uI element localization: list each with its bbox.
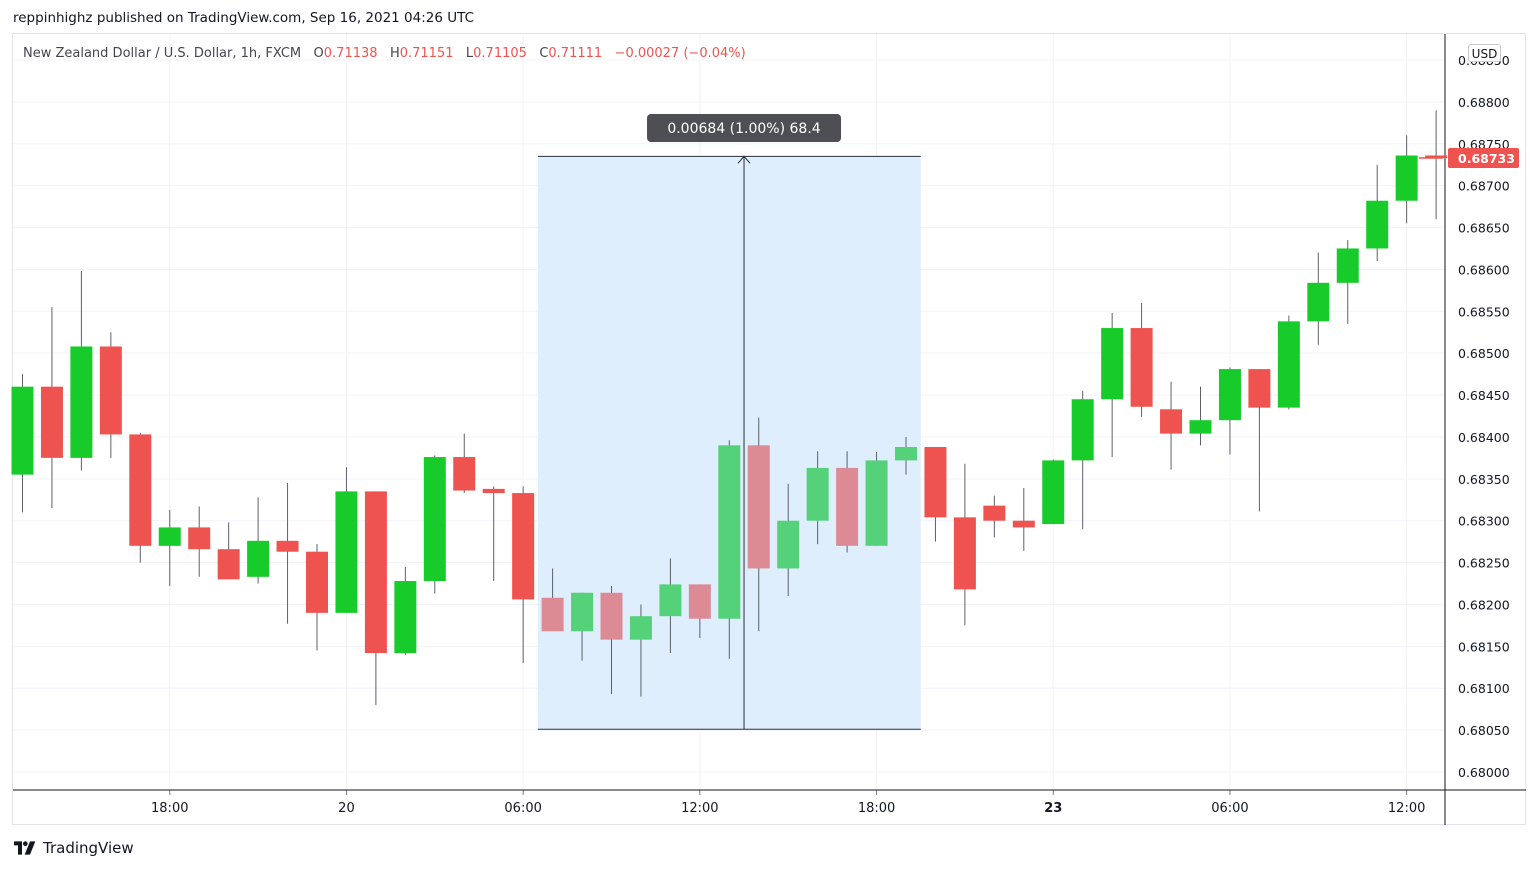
candle-body: [600, 592, 623, 640]
candle-body: [1101, 328, 1124, 400]
candle-body: [276, 540, 299, 552]
candle-body: [364, 491, 387, 654]
price-tick-label: 0.68600: [1458, 262, 1510, 277]
low-label: L: [465, 46, 474, 61]
price-tick-label: 0.68800: [1458, 95, 1510, 110]
candle-body: [70, 346, 93, 458]
candle-body: [423, 457, 446, 582]
candle-body: [1336, 248, 1359, 283]
candle-body: [158, 527, 181, 546]
low-value: 0.71105: [473, 46, 527, 61]
symbol-info: New Zealand Dollar / U.S. Dollar, 1h, FX…: [23, 46, 746, 61]
candle-body: [1277, 321, 1300, 408]
time-tick-label: 12:00: [681, 801, 718, 816]
price-tick-label: 0.68550: [1458, 304, 1510, 319]
price-tick-label: 0.68650: [1458, 221, 1510, 236]
candle-body: [777, 520, 800, 569]
candle-body: [1218, 369, 1241, 421]
time-tick-label: 06:00: [504, 801, 541, 816]
measure-label: 0.00684 (1.00%) 68.4: [667, 121, 820, 137]
symbol-name: New Zealand Dollar / U.S. Dollar, 1h, FX…: [23, 46, 302, 61]
candle-body: [1366, 200, 1389, 249]
measure-arrow-head: [737, 155, 751, 164]
candle-body: [99, 346, 122, 435]
candle-body: [11, 386, 34, 475]
candle-body: [571, 592, 594, 632]
high-label: H: [389, 46, 400, 61]
candle-body: [688, 584, 711, 619]
price-tick-label: 0.68050: [1458, 723, 1510, 738]
candle-body: [953, 517, 976, 590]
candle-body: [806, 467, 829, 521]
price-tick-label: 0.68500: [1458, 346, 1510, 361]
candle-body: [983, 505, 1006, 521]
candle-body: [1130, 328, 1153, 407]
candle-body: [1248, 369, 1271, 408]
candle-body: [865, 460, 888, 546]
open-label: O: [313, 46, 324, 61]
currency-button[interactable]: USD: [1468, 44, 1501, 62]
time-tick-label: 20: [338, 801, 355, 816]
last-price-tag: [1448, 148, 1519, 169]
tradingview-footer[interactable]: TradingView: [14, 839, 134, 857]
price-tick-label: 0.68200: [1458, 597, 1510, 612]
price-tick-label: 0.68100: [1458, 681, 1510, 696]
candle-body: [1189, 420, 1212, 434]
candle-body: [924, 446, 947, 518]
tradingview-brand: TradingView: [43, 839, 134, 857]
candle-body: [1425, 155, 1448, 159]
candle-body: [306, 551, 328, 613]
candle-body: [1160, 409, 1183, 434]
time-tick-label: 18:00: [858, 801, 895, 816]
price-tick-label: 0.68150: [1458, 639, 1510, 654]
candle-body: [482, 488, 505, 494]
tradingview-logo-icon: [14, 841, 36, 855]
price-tick-label: 0.68300: [1458, 514, 1510, 529]
candle-body: [129, 434, 152, 546]
candle-body: [40, 386, 63, 458]
open-value: 0.71138: [323, 46, 378, 61]
candle-body: [512, 493, 535, 600]
time-tick-label: 12:00: [1388, 801, 1425, 816]
time-tick-label: 18:00: [151, 801, 188, 816]
candle-body: [1395, 155, 1418, 201]
price-tick-label: 0.68350: [1458, 472, 1510, 487]
candle-body: [394, 581, 417, 654]
candle-body: [747, 445, 770, 569]
price-tick-label: 0.68450: [1458, 388, 1510, 403]
candle-body: [629, 616, 652, 640]
candle-body: [217, 549, 240, 580]
candle-body: [718, 445, 741, 619]
publisher-line: reppinhighz published on TradingView.com…: [13, 10, 475, 26]
price-tick-label: 0.68250: [1458, 556, 1510, 571]
candle-body: [188, 527, 211, 550]
candle-body: [1071, 399, 1094, 461]
price-tick-label: 0.68400: [1458, 430, 1510, 445]
candle-body: [836, 467, 859, 546]
high-value: 0.71151: [399, 46, 454, 61]
candle-body: [659, 584, 682, 617]
close-value: 0.71111: [548, 46, 603, 61]
candle-body: [247, 540, 270, 577]
candle-body: [895, 446, 917, 461]
candle-body: [1042, 460, 1065, 525]
candle-body: [1012, 520, 1035, 528]
candle-body: [335, 491, 358, 613]
time-tick-label: 23: [1044, 801, 1062, 816]
time-tick-label: 06:00: [1211, 801, 1248, 816]
last-price-label: 0.68733: [1458, 151, 1515, 166]
close-label: C: [539, 46, 549, 61]
measure-label-box: [647, 114, 842, 142]
price-tick-label: 0.68000: [1458, 765, 1510, 780]
candle-body: [541, 597, 564, 632]
price-tick-label: 0.68700: [1458, 179, 1510, 194]
change-value: −0.00027 (−0.04%): [614, 46, 746, 61]
candle-body: [453, 457, 476, 491]
candle-body: [1307, 282, 1330, 322]
